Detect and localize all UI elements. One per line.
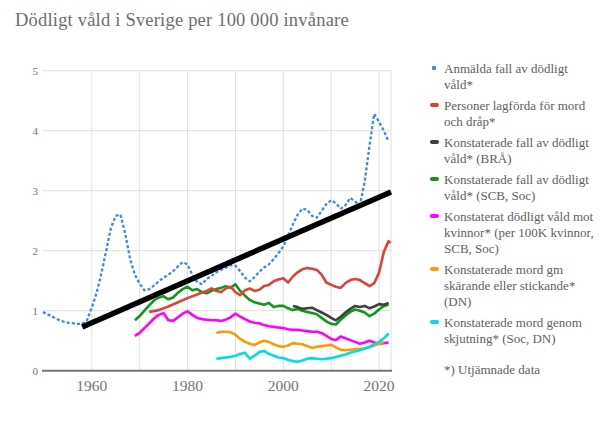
legend-label: Konstaterat dödligt våld mot kvinnor* (p… [444,209,596,257]
legend-item: Konstaterade fall av dödligt våld* (SCB,… [430,172,596,204]
y-tick-label: 4 [33,125,39,137]
legend-marker-dot-icon [430,61,444,70]
legend-footnote: *) Utjämnade data [444,362,596,378]
y-tick-label: 2 [33,245,39,257]
series-line-anmalda [44,114,389,324]
legend-label: Personer lagförda för mord och dråp* [444,98,596,130]
x-tick-label: 2020 [364,377,395,394]
legend-item: Konstaterade mord gm skärande eller stic… [430,262,596,310]
legend-item: Anmälda fall av dödligt våld* [430,61,596,93]
legend-marker-dash-icon [430,135,444,144]
series-line-knife [216,332,383,351]
series-line-kvinnor [135,311,389,343]
legend-label: Konstaterade mord genom skjutning* (Soc,… [444,315,596,347]
legend-label: Anmälda fall av dödligt våld* [444,61,596,93]
series-line-trend [82,192,391,327]
legend-label: Konstaterade fall av dödligt våld* (BRÅ) [444,135,596,167]
legend-marker-dash-icon [430,98,444,107]
legend-item: Personer lagförda för mord och dråp* [430,98,596,130]
x-tick-label: 1980 [172,377,203,394]
legend-label: Konstaterade mord gm skärande eller stic… [444,262,596,310]
series-line-lagforda [149,241,390,312]
x-tick-label: 1960 [76,377,107,394]
legend-item: Konstaterade fall av dödligt våld* (BRÅ) [430,135,596,167]
legend-item: Konstaterade mord genom skjutning* (Soc,… [430,315,596,347]
x-tick-label: 2000 [268,377,299,394]
legend-marker-dash-icon [430,262,444,271]
legend-item: Konstaterat dödligt våld mot kvinnor* (p… [430,209,596,257]
y-tick-label: 3 [33,185,39,197]
y-tick-label: 0 [33,365,39,377]
y-tick-label: 1 [33,305,39,317]
legend-marker-dash-icon [430,172,444,181]
y-tick-label: 5 [33,65,39,77]
legend-label: Konstaterade fall av dödligt våld* (SCB,… [444,172,596,204]
legend-marker-dash-icon [430,209,444,218]
legend-marker-dash-icon [430,315,444,324]
chart-legend: Anmälda fall av dödligt våld* Personer la… [430,61,596,378]
